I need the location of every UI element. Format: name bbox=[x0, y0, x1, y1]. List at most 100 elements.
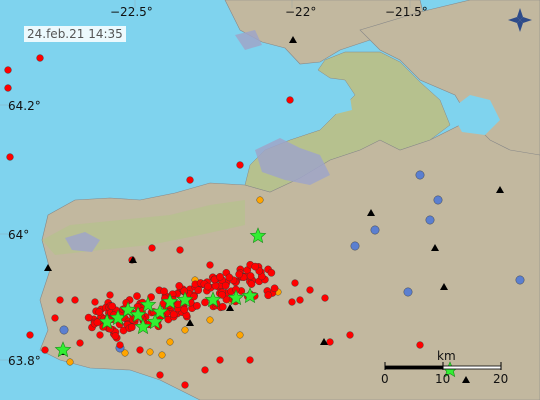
earthquake-marker bbox=[95, 308, 103, 316]
older-earthquake-marker bbox=[256, 196, 264, 204]
older-earthquake-marker bbox=[236, 331, 244, 339]
older-earthquake-marker bbox=[66, 358, 74, 366]
earthquake-marker bbox=[108, 302, 116, 311]
earthquake-marker bbox=[51, 314, 59, 322]
large-earthquake-star bbox=[176, 291, 194, 308]
large-earthquake-star bbox=[227, 289, 245, 306]
earthquake-marker bbox=[216, 272, 224, 281]
seismic-station-icon bbox=[367, 209, 375, 216]
earthquake-marker bbox=[136, 346, 144, 354]
earthquake-marker bbox=[127, 323, 136, 332]
earthquake-marker bbox=[270, 284, 279, 293]
scale-twenty: 20 bbox=[493, 372, 508, 386]
older-earthquake-marker bbox=[181, 326, 189, 334]
lat-label: 63.8° bbox=[8, 354, 41, 368]
seismic-station-icon bbox=[129, 256, 137, 263]
older-earthquake-marker bbox=[206, 316, 214, 324]
lon-label: −22.5° bbox=[110, 5, 153, 19]
earthquake-marker bbox=[326, 338, 334, 346]
old-earthquake-marker bbox=[350, 241, 360, 251]
earthquake-marker bbox=[246, 356, 254, 364]
large-earthquake-star bbox=[161, 293, 179, 310]
earthquake-marker bbox=[246, 272, 255, 280]
longitude-labels: −22.5° −22° −21.5° bbox=[110, 5, 428, 19]
earthquake-marker bbox=[111, 332, 120, 340]
earthquake-marker bbox=[133, 292, 141, 300]
recent-earthquakes bbox=[4, 54, 424, 389]
earthquake-marker bbox=[4, 66, 12, 74]
earthquake-marker bbox=[41, 346, 49, 354]
earthquake-marker bbox=[321, 294, 329, 302]
earthquake-marker bbox=[4, 84, 12, 92]
lon-label: −21.5° bbox=[385, 5, 428, 19]
earthquake-marker bbox=[216, 356, 224, 364]
large-earthquake-star bbox=[249, 227, 267, 244]
earthquake-marker bbox=[194, 286, 203, 295]
earthquake-marker bbox=[156, 371, 164, 379]
earthquake-marker bbox=[76, 339, 84, 347]
large-earthquakes bbox=[54, 227, 459, 378]
earthquake-marker bbox=[106, 291, 114, 299]
old-earthquake-marker bbox=[515, 275, 525, 285]
scale-unit: km bbox=[437, 349, 456, 363]
older-earthquake-marker bbox=[121, 349, 129, 357]
seismic-station-icon bbox=[186, 319, 194, 326]
old-earthquake-marker bbox=[415, 170, 425, 180]
earthquake-marker bbox=[288, 298, 296, 306]
lat-label: 64° bbox=[8, 228, 29, 242]
earthquake-marker bbox=[160, 287, 168, 296]
seismic-station-icon bbox=[44, 264, 52, 271]
lat-label: 64.2° bbox=[8, 99, 41, 113]
lava-field-3 bbox=[235, 30, 262, 50]
earthquake-marker bbox=[71, 296, 79, 304]
earthquake-marker bbox=[218, 291, 226, 299]
earthquake-marker bbox=[84, 313, 93, 322]
bay bbox=[330, 96, 352, 114]
earthquake-marker bbox=[186, 176, 194, 184]
earthquake-marker bbox=[169, 310, 178, 319]
earthquake-marker bbox=[346, 331, 354, 339]
earthquake-marker bbox=[190, 292, 198, 301]
earthquake-marker bbox=[221, 281, 230, 290]
earthquake-marker bbox=[6, 153, 14, 161]
large-earthquake-star bbox=[204, 291, 222, 308]
old-earthquake-marker bbox=[433, 195, 443, 205]
scale-zero: 0 bbox=[381, 372, 389, 386]
earthquake-marker bbox=[91, 298, 99, 306]
earthquake-marker bbox=[147, 293, 155, 301]
earthquake-marker bbox=[204, 282, 212, 291]
large-earthquake-star bbox=[139, 296, 157, 313]
earthquake-marker bbox=[247, 280, 256, 288]
seismic-station-icon bbox=[496, 186, 504, 193]
earthquake-marker bbox=[180, 305, 189, 314]
scale-ten: 10 bbox=[435, 372, 450, 386]
large-earthquake-star bbox=[151, 303, 169, 320]
earthquake-marker bbox=[176, 246, 184, 254]
earthquake-marker bbox=[264, 291, 273, 300]
large-earthquake-star bbox=[54, 341, 72, 358]
old-earthquake-marker bbox=[370, 225, 380, 235]
earthquake-marker bbox=[296, 296, 304, 304]
earthquake-marker bbox=[286, 96, 294, 104]
seismic-station-icon bbox=[440, 283, 448, 290]
earthquake-marker bbox=[235, 270, 243, 279]
earthquake-marker bbox=[181, 381, 189, 389]
lake bbox=[450, 95, 500, 135]
old-earthquake-marker bbox=[403, 287, 413, 297]
compass-rose-icon bbox=[508, 8, 532, 32]
earthquake-marker bbox=[116, 341, 124, 349]
older-earthquake-marker bbox=[158, 351, 166, 359]
large-earthquake-star bbox=[129, 306, 147, 323]
earthquake-marker bbox=[251, 262, 259, 271]
earthquake-marker bbox=[218, 302, 227, 311]
lava-field-1 bbox=[255, 138, 330, 185]
earthquake-marker bbox=[56, 296, 64, 304]
earthquake-marker bbox=[416, 341, 424, 349]
earthquake-marker bbox=[36, 54, 44, 62]
older-earthquake-marker bbox=[146, 348, 154, 356]
scale-bar: 0 10 20 km bbox=[381, 349, 508, 386]
earthquake-marker bbox=[201, 366, 209, 374]
earthquake-marker bbox=[206, 261, 214, 269]
